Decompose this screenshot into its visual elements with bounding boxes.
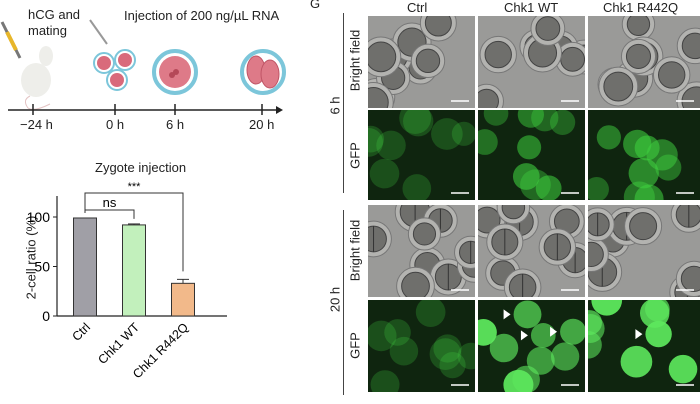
row-label: GFP [347, 332, 363, 359]
arrowhead-icon [550, 326, 558, 337]
timepoint-label: 6 h [166, 117, 185, 132]
one-cell-embryo-icon [152, 49, 198, 95]
y-tick-label: 0 [42, 308, 50, 324]
y-tick-label: 50 [34, 259, 50, 275]
chart-title: Zygote injection [95, 160, 187, 175]
x-tick-label: Ctrl [69, 320, 93, 344]
bright-field-image [368, 205, 475, 297]
significance-label: ns [103, 195, 117, 210]
timeline-axis [8, 104, 283, 115]
column-header: Ctrl [407, 0, 428, 15]
hcg-mating-label: hCG and mating [28, 7, 81, 38]
mouse-icon [21, 46, 53, 110]
bright-field-image [478, 205, 585, 297]
group-bracket [343, 13, 344, 193]
time-group-label: 20 h [327, 286, 343, 313]
zygotes-icon [93, 49, 136, 91]
timepoint-label: −24 h [20, 117, 53, 132]
gfp-image [478, 110, 585, 200]
gfp-image [368, 110, 475, 200]
time-group-label: 6 h [327, 96, 343, 115]
panel-letter: G [310, 0, 321, 11]
row-label: GFP [347, 142, 363, 169]
bright-field-image [478, 16, 585, 108]
gfp-image [478, 300, 585, 392]
significance-label: *** [128, 181, 142, 193]
arrowhead-icon [635, 329, 643, 340]
bar [73, 217, 97, 317]
timepoint-label: 0 h [106, 117, 125, 132]
pipette-icon [89, 19, 108, 45]
significance-bracket [84, 192, 184, 272]
gfp-image [588, 110, 700, 200]
two-cell-embryo-icon [240, 49, 286, 95]
schematic-drawing [0, 19, 286, 115]
syringe-icon [0, 21, 22, 59]
row-label: Bright field [347, 29, 363, 92]
injection-label: Injection of 200 ng/µL RNA [124, 8, 280, 23]
row-label: Bright field [347, 219, 363, 282]
group-bracket [343, 210, 344, 395]
y-tick-label: 100 [27, 209, 51, 225]
gfp-image [368, 300, 475, 392]
bright-field-image [588, 205, 700, 297]
timepoint-label: 20 h [249, 117, 275, 132]
x-tick-label: Chk1 WT [95, 320, 142, 367]
bar [122, 224, 146, 317]
arrowhead-icon [503, 309, 511, 320]
arrowhead-icon [520, 330, 528, 341]
bright-field-image [368, 16, 475, 108]
bright-field-image [588, 16, 700, 108]
column-header: Chk1 R442Q [603, 0, 679, 15]
column-header: Chk1 WT [504, 0, 559, 15]
gfp-image [588, 300, 700, 392]
bar [171, 282, 195, 317]
